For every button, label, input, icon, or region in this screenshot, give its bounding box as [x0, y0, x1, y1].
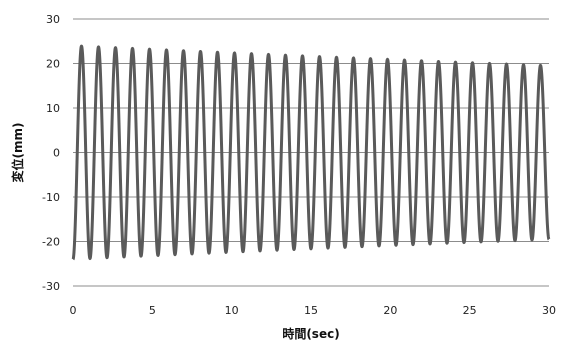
- x-tick-label: 30: [542, 304, 556, 317]
- y-tick-label: 0: [53, 147, 60, 160]
- y-tick-label: -20: [42, 236, 60, 249]
- series-group: [71, 44, 551, 261]
- x-tick-label: 20: [383, 304, 397, 317]
- y-tick-label: -30: [42, 280, 60, 293]
- x-axis-title: 時間(sec): [282, 326, 339, 341]
- x-tick-label: 0: [70, 304, 77, 317]
- x-tick-label: 5: [149, 304, 156, 317]
- series-line-0: [71, 44, 551, 261]
- y-axis-title: 変位(mm): [10, 123, 25, 183]
- x-tick-label: 25: [463, 304, 477, 317]
- y-tick-label: -10: [42, 191, 60, 204]
- x-tick-label: 10: [225, 304, 239, 317]
- x-tick-label: 15: [304, 304, 318, 317]
- y-tick-label: 20: [46, 58, 60, 71]
- x-axis-ticks: 0 5 10 15 20 25 30: [70, 304, 557, 317]
- y-axis-ticks: -30 -20 -10 0 10 20 30: [42, 13, 60, 293]
- y-tick-label: 10: [46, 102, 60, 115]
- y-tick-label: 30: [46, 13, 60, 26]
